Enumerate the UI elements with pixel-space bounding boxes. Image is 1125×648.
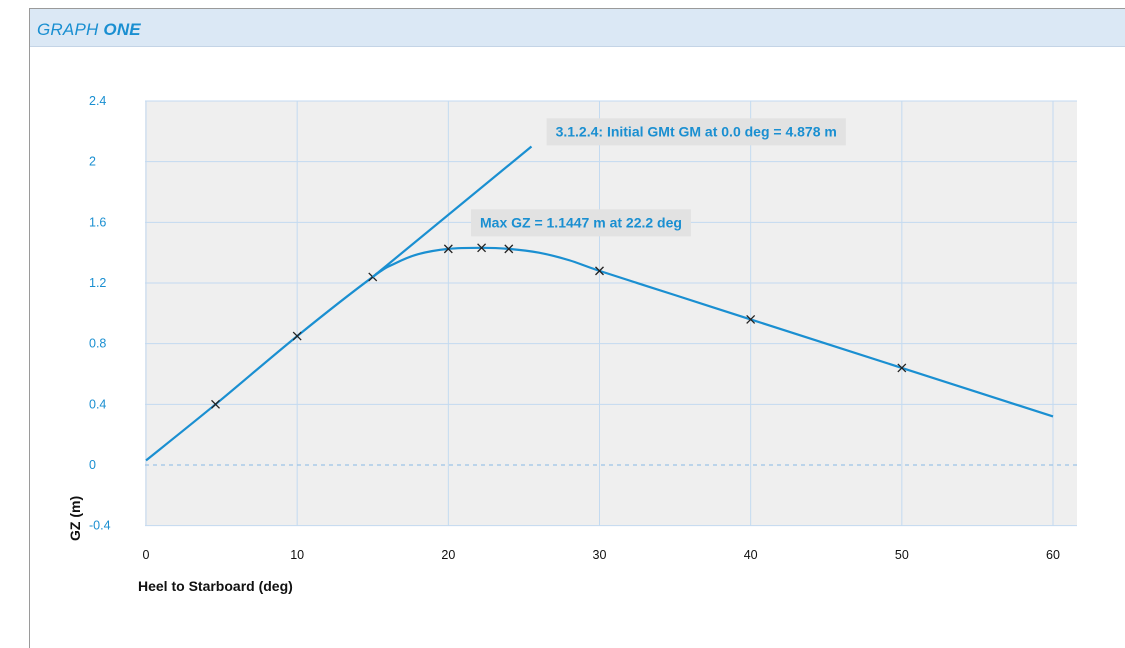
series-line-1 bbox=[372, 145, 533, 278]
y-tick-label-5: 1.6 bbox=[89, 215, 106, 229]
annotation-box-1 bbox=[471, 209, 691, 237]
x-tick-label-2: 20 bbox=[441, 548, 455, 562]
data-point-7 bbox=[746, 314, 756, 324]
y-tick-label-1: 0 bbox=[89, 458, 96, 472]
x-tick-label-4: 40 bbox=[744, 548, 758, 562]
panel-title-bold: ONE bbox=[103, 20, 141, 39]
x-tick-label-6: 60 bbox=[1046, 548, 1060, 562]
x-axis-label: Heel to Starboard (deg) bbox=[138, 578, 293, 594]
data-point-3 bbox=[443, 244, 453, 254]
data-point-5 bbox=[504, 244, 514, 254]
x-tick-label-3: 30 bbox=[593, 548, 607, 562]
y-tick-label-4: 1.2 bbox=[89, 276, 106, 290]
gz-chart: -0.4 0 0.4 0.8 1.2 1.6 2 2.4 0 10 20 30 40 50 60 Heel t… bbox=[67, 94, 1077, 594]
annotation-0: 3.1.2.4: Initial GMt GM at 0.0 deg = 4.8… bbox=[546, 118, 846, 146]
plot-area bbox=[145, 101, 1077, 526]
data-point-0 bbox=[211, 399, 220, 409]
panel-header: GRAPH ONE bbox=[30, 9, 1125, 47]
y-axis-label: GZ (m) bbox=[67, 496, 83, 541]
data-point-4 bbox=[477, 243, 487, 253]
y-tick-label-2: 0.4 bbox=[89, 397, 106, 411]
x-tick-label-5: 50 bbox=[895, 548, 909, 562]
panel-title-prefix: GRAPH bbox=[37, 20, 99, 39]
x-tick-label-0: 0 bbox=[143, 548, 150, 562]
y-tick-label-7: 2.4 bbox=[89, 94, 106, 108]
annotation-box-0 bbox=[546, 118, 846, 146]
y-tick-label-6: 2 bbox=[89, 155, 96, 169]
annotation-1: Max GZ = 1.1447 m at 22.2 deg bbox=[471, 209, 691, 237]
panel-title: GRAPH ONE bbox=[37, 20, 141, 40]
data-point-1 bbox=[292, 331, 302, 341]
x-tick-label-1: 10 bbox=[290, 548, 304, 562]
series-line-0 bbox=[145, 246, 1054, 462]
annotation-text-1: Max GZ = 1.1447 m at 22.2 deg bbox=[480, 214, 682, 230]
data-point-6 bbox=[595, 266, 604, 276]
y-tick-label-0: -0.4 bbox=[89, 519, 111, 533]
annotation-text-0: 3.1.2.4: Initial GMt GM at 0.0 deg = 4.8… bbox=[556, 123, 837, 139]
data-point-8 bbox=[897, 363, 907, 373]
y-tick-label-3: 0.8 bbox=[89, 337, 106, 351]
